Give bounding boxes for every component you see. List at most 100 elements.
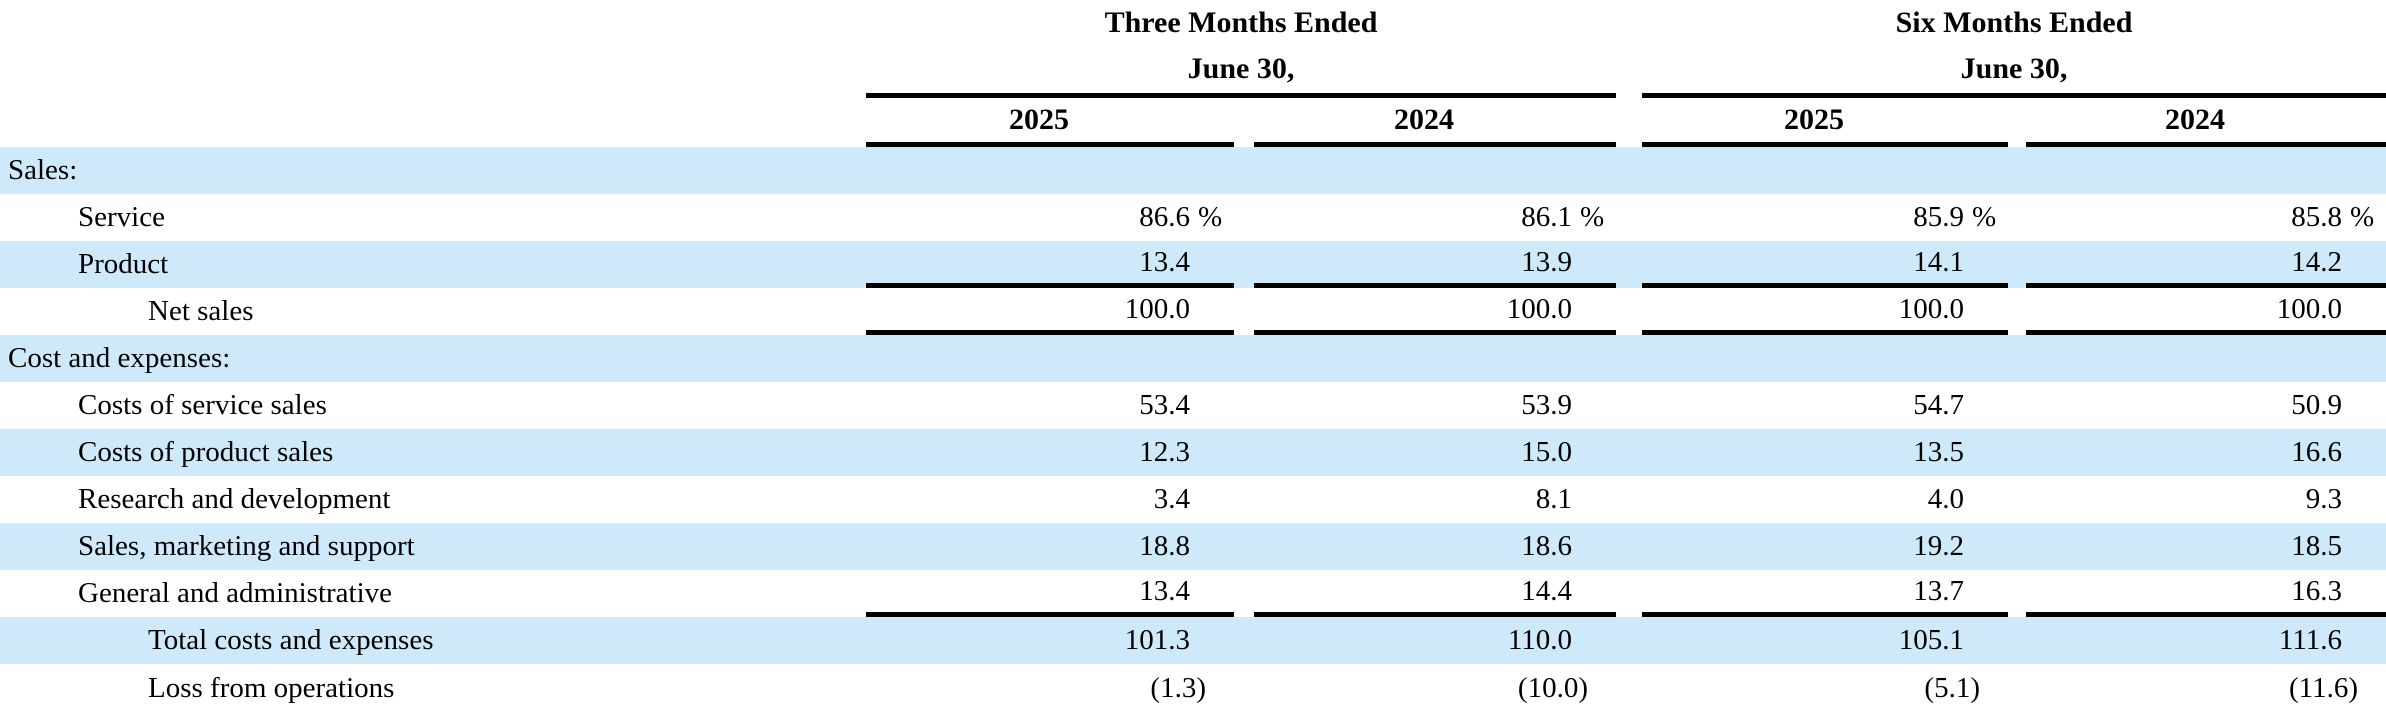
header-row-years: 2025 2024 2025 2024: [0, 98, 2386, 147]
cell-value: 53.4: [1139, 389, 1190, 421]
cell-value: 19.2: [1913, 530, 1964, 562]
value-cell: (11.6): [2026, 664, 2386, 712]
cell-value: 54.7: [1913, 389, 1964, 421]
cell-value: 85.9: [1913, 201, 1964, 233]
column-gap: [1234, 335, 1254, 382]
value-cell: [1254, 335, 1616, 382]
cell-value: 110.0: [1507, 624, 1572, 656]
value-cell: [1642, 335, 2008, 382]
column-gap: [1616, 476, 1642, 523]
value-cell: 13.4: [866, 241, 1234, 288]
col-header-6m-2025: 2025: [1642, 98, 2008, 147]
cell-value: 3.4: [1153, 483, 1190, 515]
cell-value: 18.5: [2291, 530, 2342, 562]
col-header-3m-2024: 2024: [1254, 98, 1616, 147]
cell-value: 4.0: [1927, 483, 1964, 515]
cell-value: (11.6): [2289, 671, 2358, 704]
cell-value: 100.0: [1898, 292, 1964, 325]
value-cell: 18.6: [1254, 523, 1616, 570]
cell-value: 16.3: [2291, 574, 2342, 607]
cell-value: 18.8: [1139, 530, 1190, 562]
table-row-research-development: Research and development 3.4 8.1 4.0 9.3: [0, 476, 2386, 523]
table-row-service: Service 86.6% 86.1% 85.9% 85.8%: [0, 194, 2386, 241]
cell-value: (1.3): [1150, 671, 1206, 704]
value-cell: 9.3: [2026, 476, 2386, 523]
column-gap: [1616, 335, 1642, 382]
row-label: Loss from operations: [148, 671, 395, 704]
value-cell: 4.0: [1642, 476, 2008, 523]
table-row-sales-marketing-support: Sales, marketing and support 18.8 18.6 1…: [0, 523, 2386, 570]
row-label: Product: [78, 248, 169, 280]
header-date-group1: June 30,: [866, 45, 1616, 98]
value-cell: 13.4: [866, 570, 1234, 617]
value-cell: 19.2: [1642, 523, 2008, 570]
value-cell: 8.1: [1254, 476, 1616, 523]
value-cell: 16.6: [2026, 429, 2386, 476]
value-cell: 12.3: [866, 429, 1234, 476]
column-gap: [1234, 570, 1254, 617]
column-gap: [1616, 194, 1642, 241]
column-gap: [2008, 382, 2026, 429]
value-cell: 100.0: [1642, 288, 2008, 335]
row-label: Cost and expenses:: [8, 342, 231, 374]
column-gap: [1234, 617, 1254, 664]
cell-value: (5.1): [1924, 671, 1980, 704]
cell-value: 14.4: [1521, 574, 1572, 607]
value-cell: 101.3: [866, 617, 1234, 664]
value-cell: [2026, 335, 2386, 382]
column-gap: [1616, 288, 1642, 335]
cell-value: 18.6: [1521, 530, 1572, 562]
table-row-costs-product-sales: Costs of product sales 12.3 15.0 13.5 16…: [0, 429, 2386, 476]
cell-value: 86.6: [1139, 201, 1190, 233]
column-gap: [1234, 288, 1254, 335]
cell-value: 13.4: [1139, 574, 1190, 607]
column-gap: [1616, 241, 1642, 288]
column-gap: [1616, 382, 1642, 429]
column-gap: [2008, 476, 2026, 523]
table-row-product: Product 13.4 13.9 14.1 14.2: [0, 241, 2386, 288]
header-three-months-ended: Three Months Ended: [1104, 5, 1378, 39]
column-gap: [2008, 617, 2026, 664]
header-date-group2: June 30,: [1642, 45, 2386, 98]
value-cell: 111.6: [2026, 617, 2386, 664]
column-gap: [2008, 523, 2026, 570]
value-cell: 13.5: [1642, 429, 2008, 476]
value-cell: [1254, 147, 1616, 194]
row-label: Sales, marketing and support: [78, 530, 415, 562]
value-cell: 86.6%: [1139, 201, 1223, 233]
value-cell: (1.3): [866, 664, 1234, 712]
cell-value: 111.6: [2278, 624, 2342, 656]
column-gap: [2008, 664, 2026, 712]
cell-value: 14.2: [2291, 245, 2342, 278]
table-row-general-administrative: General and administrative 13.4 14.4 13.…: [0, 570, 2386, 617]
column-gap: [1616, 570, 1642, 617]
cell-value: 14.1: [1913, 245, 1964, 278]
column-gap: [2008, 194, 2026, 241]
column-gap: [1616, 523, 1642, 570]
column-gap: [1234, 194, 1254, 241]
cell-value: 8.1: [1535, 483, 1572, 515]
cell-value: 101.3: [1124, 624, 1190, 656]
value-cell: (10.0): [1254, 664, 1616, 712]
column-gap: [1234, 147, 1254, 194]
header-spacer: [0, 98, 866, 147]
value-cell: 86.1%: [1521, 201, 1605, 233]
column-gap: [1234, 429, 1254, 476]
row-label: Costs of service sales: [78, 389, 327, 421]
header-spacer: [0, 0, 866, 45]
col-header-6m-2024: 2024: [2026, 98, 2386, 147]
cell-value: 85.8: [2291, 201, 2342, 233]
value-cell: [1642, 147, 2008, 194]
cell-value: 12.3: [1139, 436, 1190, 468]
value-cell: 100.0: [866, 288, 1234, 335]
header-row-date: June 30, June 30,: [0, 45, 2386, 98]
value-cell: 54.7: [1642, 382, 2008, 429]
value-cell: [2026, 147, 2386, 194]
value-cell: [866, 147, 1234, 194]
column-gap: [1234, 476, 1254, 523]
column-gap: [2008, 241, 2026, 288]
cell-value: 13.5: [1913, 436, 1964, 468]
column-gap: [2008, 335, 2026, 382]
cell-value: (10.0): [1517, 671, 1588, 704]
value-cell: 110.0: [1254, 617, 1616, 664]
